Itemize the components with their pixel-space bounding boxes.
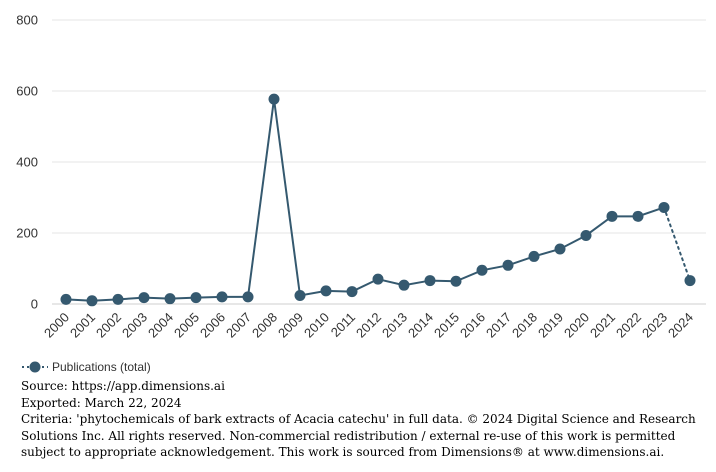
x-tick-label: 2008 xyxy=(249,310,280,341)
y-tick-label: 600 xyxy=(16,84,38,99)
data-point xyxy=(528,250,540,262)
series-line-projected xyxy=(663,206,691,282)
x-tick-label: 2002 xyxy=(93,310,124,341)
legend-series-label: Publications (total) xyxy=(52,360,151,374)
y-tick-label: 400 xyxy=(16,155,38,170)
data-point xyxy=(190,292,202,304)
x-tick-label: 2011 xyxy=(328,310,358,340)
data-point xyxy=(554,243,566,255)
source-footer: Source: https://app.dimensions.ai Export… xyxy=(21,378,711,461)
source-line: Source: https://app.dimensions.ai xyxy=(21,379,225,393)
x-tick-label: 2020 xyxy=(561,310,592,341)
y-tick-label: 800 xyxy=(16,13,38,28)
data-point xyxy=(502,259,514,271)
exported-line: Exported: March 22, 2024 xyxy=(21,395,182,410)
x-tick-label: 2013 xyxy=(379,310,410,341)
x-tick-label: 2015 xyxy=(431,310,462,341)
x-tick-label: 2021 xyxy=(587,310,618,341)
criteria-text: Criteria: 'phytochemicals of bark extrac… xyxy=(21,412,696,460)
x-tick-label: 2005 xyxy=(171,310,202,341)
x-tick-label: 2014 xyxy=(405,310,436,341)
x-tick-label: 2022 xyxy=(613,310,644,341)
x-tick-label: 2010 xyxy=(301,310,332,341)
x-tick-label: 2001 xyxy=(67,310,98,341)
series-points xyxy=(60,93,696,307)
x-axis-ticks: 2000200120022003200420052006200720082009… xyxy=(41,310,696,341)
data-point xyxy=(112,293,124,305)
data-point xyxy=(346,286,358,298)
data-point xyxy=(138,292,150,304)
series-line xyxy=(65,99,665,302)
data-point xyxy=(60,293,72,305)
y-tick-label: 0 xyxy=(31,297,38,312)
data-point xyxy=(398,279,410,291)
data-point xyxy=(268,93,280,105)
x-tick-label: 2003 xyxy=(119,310,150,341)
data-point xyxy=(86,295,98,307)
x-tick-label: 2019 xyxy=(535,310,566,341)
data-point xyxy=(476,264,488,276)
y-tick-label: 200 xyxy=(16,226,38,241)
data-point xyxy=(450,275,462,287)
data-point xyxy=(424,275,436,287)
x-tick-label: 2004 xyxy=(145,310,176,341)
data-point xyxy=(580,229,592,241)
data-point xyxy=(320,285,332,297)
data-point xyxy=(684,275,696,287)
data-point xyxy=(658,201,670,213)
data-point xyxy=(164,293,176,305)
x-tick-label: 2007 xyxy=(223,310,254,341)
series-lines xyxy=(65,99,691,302)
x-tick-label: 2012 xyxy=(353,310,384,341)
x-tick-label: 2006 xyxy=(197,310,228,341)
x-tick-label: 2018 xyxy=(509,310,540,341)
data-point xyxy=(216,291,228,303)
x-tick-label: 2023 xyxy=(639,310,670,341)
data-point xyxy=(372,273,384,285)
chart-area: 0 200 400 600 800 2000 2001 2002 2003 2004 2005 20… xyxy=(16,13,706,341)
legend-series-marker xyxy=(22,361,48,373)
data-point xyxy=(242,291,254,303)
x-tick-label: 2016 xyxy=(457,310,488,341)
data-point xyxy=(294,289,306,301)
x-tick-label: 2024 xyxy=(665,310,696,341)
gridlines xyxy=(52,19,706,305)
x-tick-label: 2000 xyxy=(41,310,72,341)
x-tick-label: 2009 xyxy=(275,310,306,341)
legend: Publications (total) xyxy=(22,358,151,376)
data-point xyxy=(632,210,644,222)
y-axis-ticks: 0 200 400 600 800 xyxy=(16,13,38,312)
x-tick-label: 2017 xyxy=(483,310,514,341)
data-point xyxy=(606,210,618,222)
